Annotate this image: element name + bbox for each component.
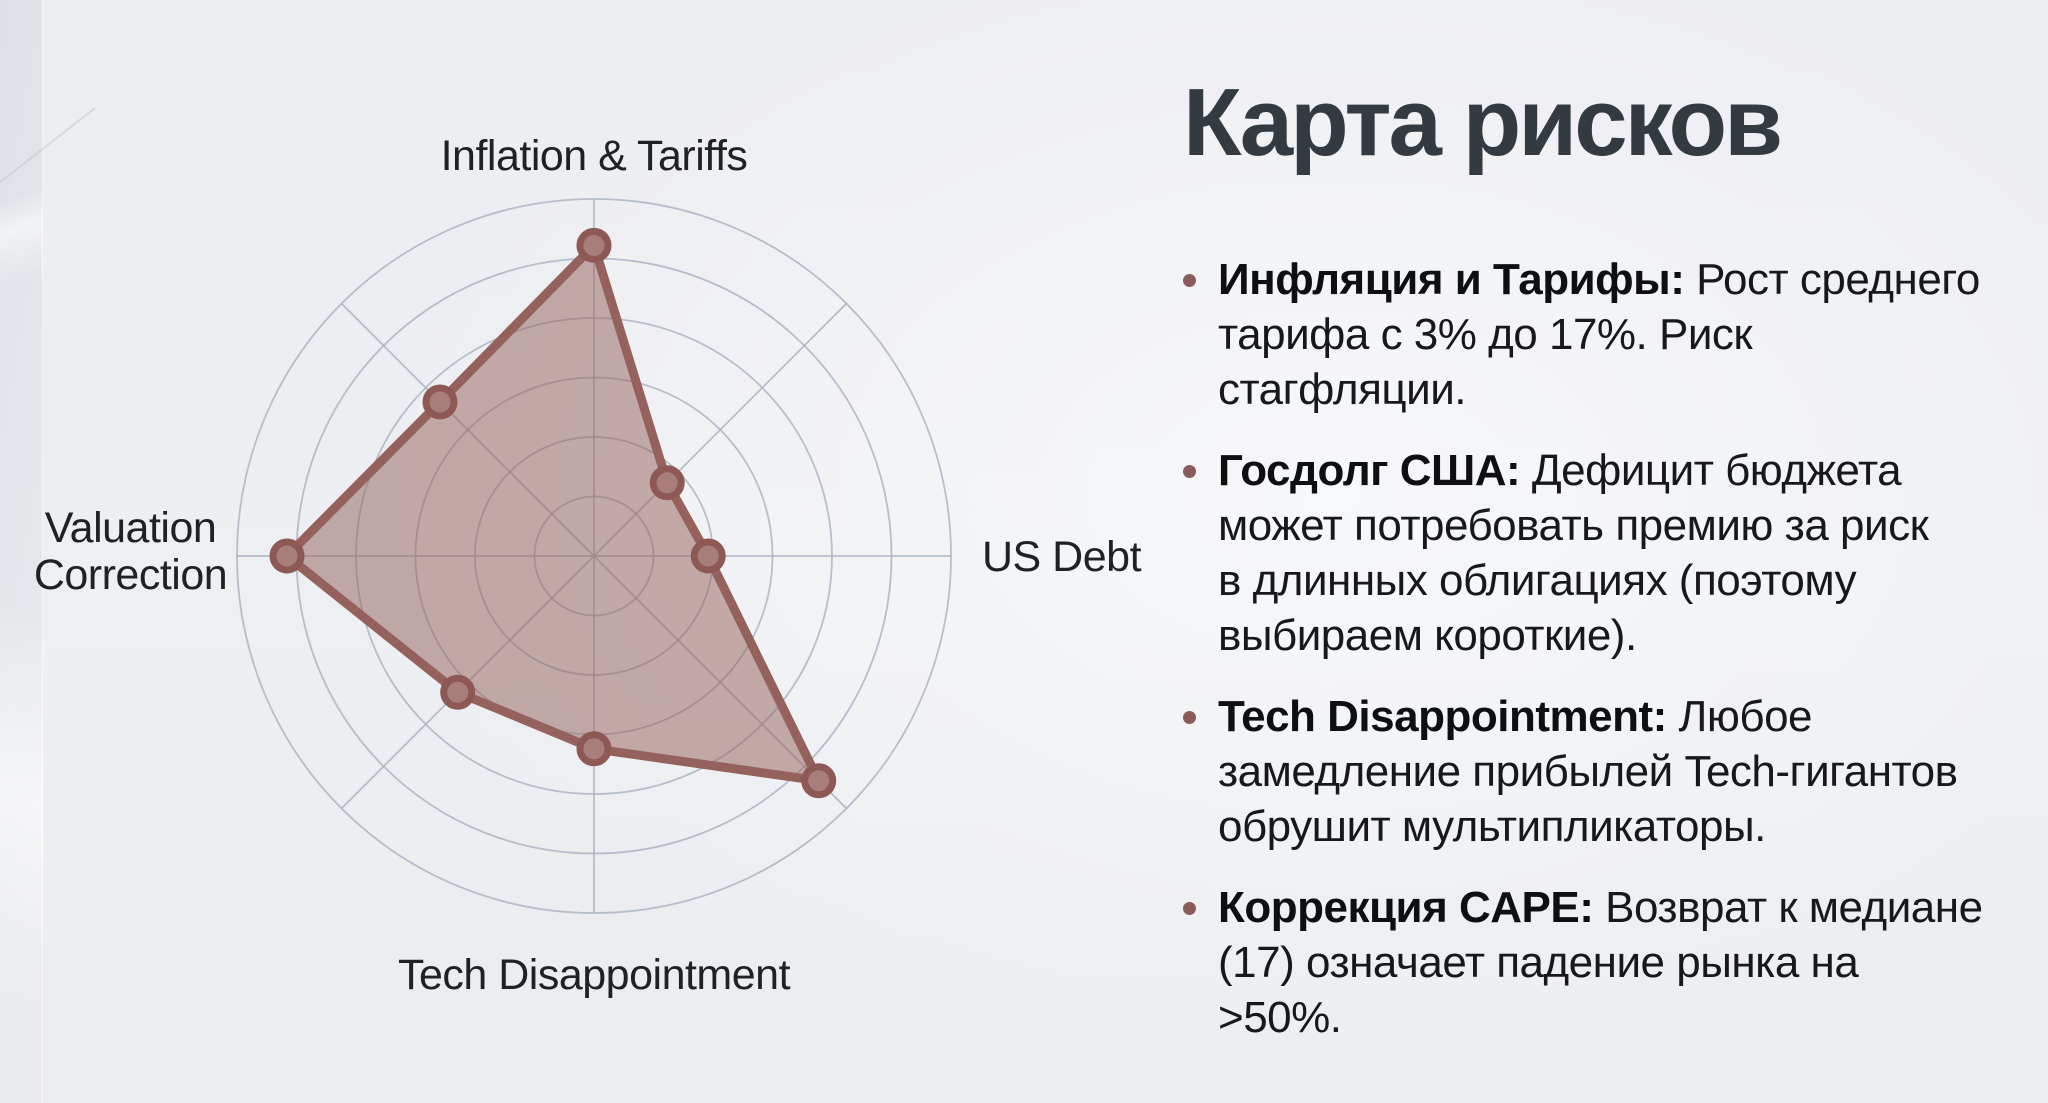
risk-series-polygon (282, 240, 824, 786)
bullet-item-tech: Tech Disappointment: Любое замедление пр… (1183, 689, 2023, 854)
data-point (576, 227, 612, 263)
risk-panel: Карта рисков Инфляция и Тарифы: Рост сре… (1183, 68, 2023, 1071)
data-point (269, 538, 305, 574)
radar-chart-svg (236, 198, 952, 914)
bullet-text: Госдолг США: Дефицит бюджета может потре… (1218, 443, 2023, 663)
bullet-term: Инфляция и Тарифы: (1218, 255, 1685, 304)
bullet-text: Коррекция CAPE: Возврат к медиане (17) о… (1218, 880, 2023, 1045)
bullet-body: Рост среднего тарифа с 3% до 17%. Риск с… (1218, 255, 1980, 414)
data-point (649, 465, 685, 501)
bullet-text: Инфляция и Тарифы: Рост среднего тарифа … (1218, 252, 2023, 417)
data-point (440, 674, 476, 710)
axis-label-inflation-tariffs: Inflation & Tariffs (440, 132, 748, 180)
axis-label-tech-disappointment: Tech Disappointment (397, 951, 791, 999)
bullet-text: Tech Disappointment: Любое замедление пр… (1218, 689, 2023, 854)
page-title: Карта рисков (1183, 69, 1783, 176)
risk-radar-chart: Inflation & Tariffs US Debt Tech Disappo… (33, 132, 1142, 999)
bullet-dot (1183, 465, 1196, 478)
bullet-item-us-debt: Госдолг США: Дефицит бюджета может потре… (1183, 443, 2023, 663)
bullet-item-cape: Коррекция CAPE: Возврат к медиане (17) о… (1183, 880, 2023, 1045)
bullet-item-inflation: Инфляция и Тарифы: Рост среднего тарифа … (1183, 252, 2023, 417)
bullet-dot (1183, 274, 1196, 287)
bullet-term: Tech Disappointment: (1218, 692, 1667, 741)
bullet-term: Коррекция CAPE: (1218, 883, 1594, 932)
bullet-dot (1183, 902, 1196, 915)
data-point (576, 731, 612, 767)
bullet-body: Дефицит бюджета может потребовать премию… (1218, 446, 1929, 660)
bullet-dot (1183, 711, 1196, 724)
axis-label-valuation-correction: Valuation Correction (33, 504, 228, 599)
background-left-strip (0, 0, 43, 1103)
bullet-list: Инфляция и Тарифы: Рост среднего тарифа … (1183, 252, 2023, 1045)
bullet-term: Госдолг США: (1218, 446, 1521, 495)
axis-label-us-debt: US Debt (982, 533, 1142, 581)
data-point (801, 763, 837, 799)
data-point (690, 538, 726, 574)
bullet-body: Возврат к медиане (17) означает падение … (1218, 883, 1983, 1042)
data-point (422, 384, 458, 420)
bullet-body: Любое замедление прибылей Tech-гигантов … (1218, 692, 1958, 851)
